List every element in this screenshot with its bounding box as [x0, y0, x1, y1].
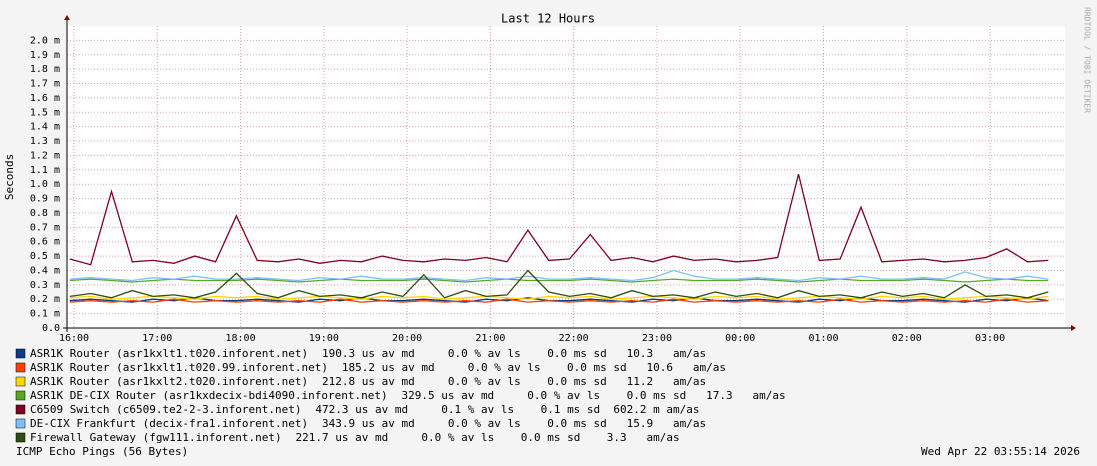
- series-line: [69, 298, 1049, 303]
- legend-stats: 190.3 us av md 0.0 % av ls 0.0 ms sd 10.…: [322, 347, 706, 360]
- legend-label: ASR1K Router (asr1kxlt1.t020.inforent.ne…: [30, 347, 308, 360]
- y-tick-label: 1.4 m: [30, 122, 60, 133]
- legend-stats: 221.7 us av md 0.0 % av ls 0.0 ms sd 3.3…: [296, 431, 680, 444]
- legend-label: C6509 Switch (c6509.te2-2-3.inforent.net…: [30, 403, 302, 416]
- x-tick-label: 00:00: [725, 333, 755, 344]
- legend-label: ASR1K Router (asr1kxlt1.t020.99.inforent…: [30, 361, 328, 374]
- x-tick-label: 18:00: [225, 333, 255, 344]
- x-tick-label: 01:00: [808, 333, 838, 344]
- side-note: RRDTOOL / TOBI OETIKER: [1083, 7, 1092, 113]
- y-tick-label: 1.8 m: [30, 64, 60, 75]
- y-tick-label: 0.6 m: [30, 237, 60, 248]
- y-tick-label: 0.0: [42, 323, 60, 334]
- legend-stats: 329.5 us av md 0.0 % av ls 0.0 ms sd 17.…: [401, 389, 785, 402]
- series-line: [69, 269, 1049, 282]
- series-line: [69, 295, 1049, 300]
- x-tick-label: 20:00: [392, 333, 422, 344]
- y-axis-label: Seconds: [3, 154, 16, 200]
- x-tick-label: 23:00: [642, 333, 672, 344]
- y-tick-label: 1.0 m: [30, 179, 60, 190]
- y-tick-label: 0.7 m: [30, 222, 60, 233]
- y-tick-label: 0.1 m: [30, 309, 60, 320]
- chart-title: Last 12 Hours: [501, 12, 595, 26]
- legend-swatch: [15, 362, 26, 373]
- legend-stats: 212.8 us av md 0.0 % av ls 0.0 ms sd 11.…: [322, 375, 706, 388]
- legend-swatch: [15, 376, 26, 387]
- legend-stats: 343.9 us av md 0.0 % av ls 0.0 ms sd 15.…: [322, 417, 706, 430]
- y-tick-label: 1.3 m: [30, 136, 60, 147]
- x-tick-label: 19:00: [309, 333, 339, 344]
- axis-arrow: [1071, 325, 1076, 331]
- x-tick-label: 03:00: [975, 333, 1005, 344]
- y-tick-label: 1.9 m: [30, 50, 60, 61]
- series-line: [69, 269, 1049, 299]
- x-tick-label: 02:00: [892, 333, 922, 344]
- x-tick-label: 17:00: [142, 333, 172, 344]
- x-tick-label: 21:00: [475, 333, 505, 344]
- plot-area: [67, 26, 1065, 328]
- y-tick-label: 1.7 m: [30, 79, 60, 90]
- y-tick-label: 1.6 m: [30, 93, 60, 104]
- legend-label: Firewall Gateway (fgw111.inforent.net): [30, 431, 282, 444]
- y-tick-label: 0.8 m: [30, 208, 60, 219]
- y-tick-label: 0.2 m: [30, 294, 60, 305]
- series-line: [69, 173, 1049, 266]
- y-tick-label: 0.4 m: [30, 265, 60, 276]
- y-tick-label: 2.0 m: [30, 35, 60, 46]
- series-line: [69, 278, 1049, 283]
- y-tick-label: 0.5 m: [30, 251, 60, 262]
- legend-label: ASR1K Router (asr1kxlt2.t020.inforent.ne…: [30, 375, 308, 388]
- y-tick-label: 0.3 m: [30, 280, 60, 291]
- legend-swatch: [15, 418, 26, 429]
- y-tick-label: 0.9 m: [30, 194, 60, 205]
- legend-swatch: [15, 404, 26, 415]
- legend-stats: 472.3 us av md 0.1 % av ls 0.1 ms sd 602…: [315, 403, 699, 416]
- legend-swatch: [15, 348, 26, 359]
- x-tick-label: 22:00: [559, 333, 589, 344]
- footer-right: Wed Apr 22 03:55:14 2026: [921, 445, 1080, 458]
- legend-stats: 185.2 us av md 0.0 % av ls 0.0 ms sd 10.…: [342, 361, 726, 374]
- y-tick-label: 1.1 m: [30, 165, 60, 176]
- legend-swatch: [15, 390, 26, 401]
- legend-label: ASR1K DE-CIX Router (asr1kxdecix-bdi4090…: [30, 389, 388, 402]
- y-tick-label: 1.2 m: [30, 150, 60, 161]
- footer-left: ICMP Echo Pings (56 Bytes): [16, 445, 188, 458]
- x-tick-label: 16:00: [59, 333, 89, 344]
- axis-arrow: [64, 15, 70, 20]
- legend-swatch: [15, 432, 26, 443]
- y-tick-label: 1.5 m: [30, 107, 60, 118]
- legend-label: DE-CIX Frankfurt (decix-fra1.inforent.ne…: [30, 417, 308, 430]
